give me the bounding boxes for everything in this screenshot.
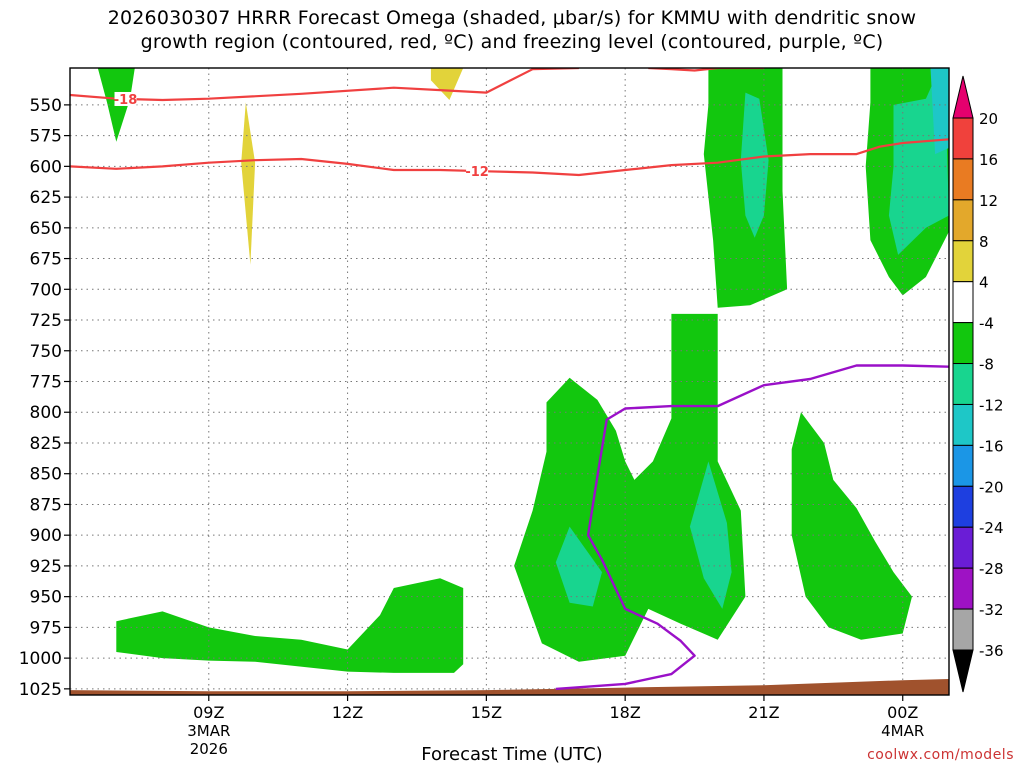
- isotherm-line-3: [70, 138, 949, 177]
- omega-region-6: [555, 526, 602, 607]
- y-tick-label-725: 725: [30, 311, 62, 331]
- omega-shading: [97, 68, 949, 673]
- colorbar-label--4: -4: [979, 315, 994, 333]
- y-tick-label-775: 775: [30, 373, 62, 393]
- colorbar-label--28: -28: [979, 560, 1004, 578]
- x-tick-label-21Z: 21Z: [748, 703, 779, 722]
- colorbar-segment-5: [952, 281, 974, 324]
- colorbar-segment-6: [952, 322, 974, 365]
- x-tick-label-15Z: 15Z: [471, 703, 502, 722]
- omega-region-9: [740, 92, 769, 238]
- isotherm-line-2: [648, 68, 764, 72]
- colorbar-label--8: -8: [979, 356, 994, 374]
- colorbar-label-4: 4: [979, 274, 989, 292]
- colorbar-label-16: 16: [979, 151, 998, 169]
- colorbar-segment-10: [952, 485, 974, 528]
- isotherm-label: -18: [114, 93, 138, 108]
- omega-region-12: [930, 68, 949, 155]
- colorbar-label--16: -16: [979, 437, 1004, 455]
- y-tick-label-1000: 1000: [19, 649, 62, 669]
- y-tick-label-625: 625: [30, 188, 62, 208]
- y-tick-label-675: 675: [30, 250, 62, 270]
- colorbar-label-20: 20: [979, 110, 998, 128]
- colorbar-label--24: -24: [979, 519, 1004, 537]
- y-tick-label-975: 975: [30, 618, 62, 638]
- isotherm-label: -12: [465, 165, 489, 180]
- colorbar-segment-7: [952, 363, 974, 405]
- x-axis-label: Forecast Time (UTC): [421, 744, 603, 765]
- omega-region-3: [430, 68, 464, 100]
- x-tick-label-12Z: 12Z: [332, 703, 363, 722]
- colorbar-label-12: 12: [979, 192, 998, 210]
- isotherm-line-1: [70, 68, 579, 102]
- credit-text: coolwx.com/models: [867, 747, 1014, 763]
- y-tick-label-800: 800: [30, 403, 62, 423]
- colorbar-segment-12: [952, 567, 974, 610]
- colorbar-segment-3: [952, 199, 974, 242]
- y-tick-label-950: 950: [30, 588, 62, 608]
- plot-area: -18 -12: [69, 67, 950, 696]
- x-tick-year-09Z: 2026: [190, 740, 228, 758]
- colorbar-segment-13: [952, 608, 974, 651]
- x-tick-date-09Z: 3MAR: [187, 722, 230, 740]
- colorbar-segment-11: [952, 526, 974, 569]
- contour-lines: -18 -12: [70, 68, 949, 691]
- y-tick-label-550: 550: [30, 96, 62, 116]
- y-tick-label-750: 750: [30, 342, 62, 362]
- omega-region-13: [791, 412, 912, 640]
- omega-region-7: [689, 461, 732, 609]
- colorbar-label-8: 8: [979, 233, 989, 251]
- isotherm-label-bg: [114, 91, 137, 106]
- colorbar-label--32: -32: [979, 601, 1004, 619]
- colorbar-segment-9: [952, 444, 974, 487]
- y-tick-label-825: 825: [30, 434, 62, 454]
- x-tick-date-00Z: 4MAR: [881, 722, 924, 740]
- colorbar-bottom-arrow: [952, 649, 974, 693]
- y-tick-label-600: 600: [30, 157, 62, 177]
- y-tick-label-575: 575: [30, 127, 62, 147]
- colorbar-label--12: -12: [979, 396, 1004, 414]
- colorbar-label--36: -36: [979, 642, 1004, 660]
- terrain-fill: [70, 679, 949, 695]
- x-tick-label-00Z: 00Z: [887, 703, 918, 722]
- freezing-level-line: [555, 364, 949, 691]
- y-tick-label-700: 700: [30, 280, 62, 300]
- colorbar-segment-8: [952, 403, 974, 446]
- colorbar-segment-4: [952, 240, 974, 283]
- x-tick-label-09Z: 09Z: [193, 703, 224, 722]
- y-tick-label-875: 875: [30, 495, 62, 515]
- colorbar-label--20: -20: [979, 478, 1004, 496]
- omega-region-4: [116, 578, 464, 673]
- chart-title: 2026030307 HRRR Forecast Omega (shaded, …: [0, 6, 1024, 54]
- x-tick-label-18Z: 18Z: [609, 703, 640, 722]
- omega-region-2: [241, 102, 256, 265]
- y-tick-label-1025: 1025: [19, 680, 62, 700]
- colorbar-top-arrow: [952, 75, 974, 119]
- y-tick-label-650: 650: [30, 219, 62, 239]
- colorbar: 20 16 12 8 4 -4 -8 -12 -16 -20 -24 -28 -32 -36: [952, 75, 1004, 693]
- colorbar-segment-1: [952, 117, 974, 160]
- y-tick-label-850: 850: [30, 465, 62, 485]
- colorbar-segment-2: [952, 158, 974, 201]
- title-line-1: 2026030307 HRRR Forecast Omega (shaded, …: [107, 7, 917, 29]
- y-tick-label-900: 900: [30, 526, 62, 546]
- title-line-2: growth region (contoured, red, ºC) and f…: [140, 31, 884, 53]
- y-axis: 550 575 600 625 650 675 700 725 750 775 800 825 850 8…: [19, 96, 70, 700]
- isotherm-label-bg: [466, 164, 489, 179]
- y-tick-label-925: 925: [30, 557, 62, 577]
- terrain: [70, 679, 949, 695]
